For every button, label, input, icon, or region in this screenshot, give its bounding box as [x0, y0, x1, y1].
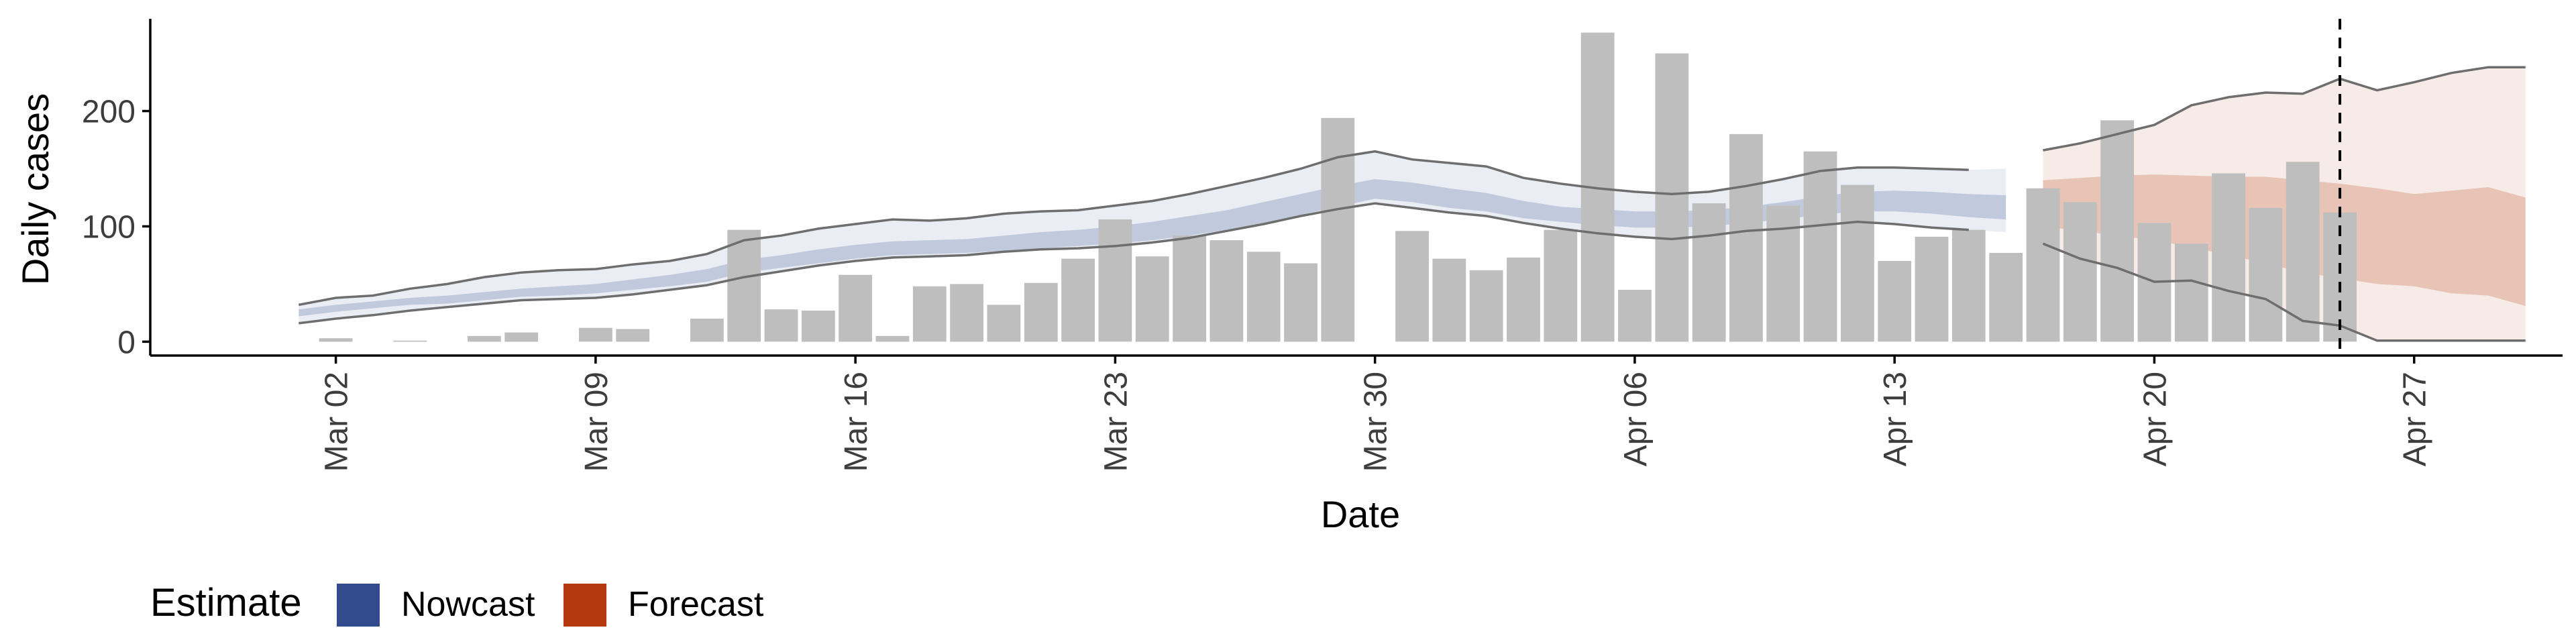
- bar-2020-04-06: [1618, 290, 1652, 342]
- bar-2020-03-02: [319, 338, 353, 342]
- bar-2020-03-15: [801, 311, 835, 342]
- bar-2020-04-04: [1544, 229, 1578, 342]
- bar-2020-04-01: [1432, 258, 1466, 342]
- bar-2020-04-09: [1729, 133, 1763, 342]
- nowcast-upper-line: [298, 150, 1969, 307]
- bar-2020-04-03: [1507, 257, 1540, 342]
- x-axis-title: Date: [1321, 493, 1400, 535]
- bar-2020-04-14: [1915, 236, 1949, 342]
- nowcast-band-50: [299, 179, 2006, 317]
- interval-lines: [298, 66, 2526, 342]
- legend-label-forecast: Forecast: [628, 585, 764, 624]
- bar-2020-04-12: [1841, 184, 1874, 342]
- axes: [149, 19, 2563, 357]
- bar-2020-04-02: [1469, 270, 1503, 342]
- bar-2020-04-07: [1655, 53, 1689, 342]
- bar-2020-03-22: [1061, 258, 1095, 342]
- y-tick-label-0: 0: [117, 325, 136, 360]
- y-axis-title: Daily cases: [14, 93, 56, 285]
- y-tick-label-100: 100: [82, 209, 136, 245]
- bar-2020-03-27: [1246, 252, 1281, 342]
- bar-2020-04-22: [2212, 173, 2245, 342]
- x-tick-label-2020-03-16: Mar 16: [839, 372, 874, 472]
- bar-2020-04-16: [1989, 253, 2023, 342]
- bar-2020-03-20: [987, 305, 1021, 342]
- bar-2020-03-18: [912, 286, 947, 342]
- bar-2020-04-11: [1803, 151, 1837, 342]
- legend-title: Estimate: [150, 581, 302, 625]
- bar-2020-03-10: [616, 329, 650, 342]
- x-tick-label-2020-04-06: Apr 06: [1618, 372, 1654, 466]
- bar-2020-03-09: [579, 327, 612, 342]
- bar-2020-03-26: [1210, 240, 1244, 342]
- bar-2020-03-14: [764, 309, 798, 342]
- bar-2020-04-18: [2063, 202, 2097, 342]
- forecast-lower-line: [2042, 242, 2526, 342]
- bar-2020-04-15: [1951, 229, 1986, 342]
- bar-2020-03-25: [1173, 235, 1206, 342]
- y-ticks: 0 100 200: [82, 95, 150, 360]
- bar-2020-04-10: [1766, 205, 1801, 342]
- bar-2020-03-29: [1321, 117, 1355, 342]
- bar-2020-03-28: [1284, 263, 1318, 342]
- bar-2020-03-19: [950, 284, 983, 342]
- bar-2020-04-17: [2026, 188, 2060, 342]
- x-tick-label-2020-03-30: Mar 30: [1358, 372, 1394, 472]
- x-tick-label-2020-04-27: Apr 27: [2398, 372, 2433, 466]
- x-tick-label-2020-04-20: Apr 20: [2137, 372, 2173, 466]
- legend-label-nowcast: Nowcast: [401, 585, 535, 624]
- x-ticks: Mar 02 Mar 09 Mar 16 Mar 23 Mar 30 Apr 06 Apr …: [319, 356, 2433, 472]
- x-tick-label-2020-03-09: Mar 09: [579, 372, 614, 472]
- bar-2020-04-24: [2286, 162, 2320, 342]
- bar-2020-03-23: [1098, 219, 1132, 342]
- bar-2020-03-24: [1135, 256, 1169, 342]
- bar-2020-03-04: [393, 340, 427, 342]
- forecast-upper-line: [2043, 66, 2526, 152]
- nowcast-lower-line: [299, 202, 1969, 325]
- x-tick-label-2020-03-23: Mar 23: [1098, 372, 1134, 472]
- legend-swatch-forecast: [564, 584, 606, 627]
- bar-2020-03-16: [839, 274, 872, 342]
- bar-2020-04-19: [2100, 120, 2134, 342]
- bar-2020-04-13: [1878, 261, 1912, 342]
- legend: Estimate Nowcast Forecast: [150, 581, 764, 627]
- legend-swatch-nowcast: [337, 584, 380, 627]
- bar-2020-04-23: [2249, 207, 2283, 342]
- bar-2020-03-06: [468, 335, 501, 342]
- bar-2020-03-21: [1024, 282, 1058, 342]
- x-tick-label-2020-03-02: Mar 02: [319, 372, 355, 472]
- bar-2020-04-08: [1692, 203, 1726, 342]
- bar-2020-04-21: [2174, 244, 2208, 342]
- bar-2020-03-17: [875, 335, 910, 342]
- bar-2020-03-07: [504, 332, 539, 342]
- y-tick-label-200: 200: [82, 95, 136, 130]
- forecast-band-50: [2043, 174, 2526, 307]
- x-tick-label-2020-04-13: Apr 13: [1878, 372, 1913, 466]
- bar-2020-03-13: [727, 229, 761, 342]
- bar-2020-03-31: [1395, 231, 1429, 342]
- bar-2020-03-12: [690, 319, 724, 342]
